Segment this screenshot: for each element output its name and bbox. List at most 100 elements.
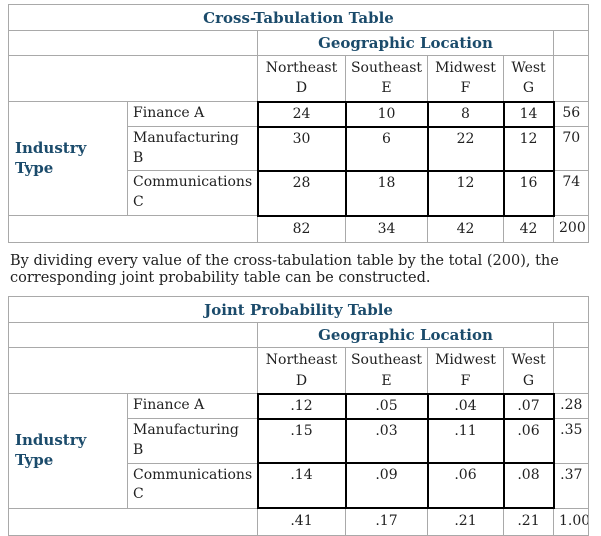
column-group-header: Geographic Location <box>257 30 554 56</box>
spacer-cell <box>552 322 590 349</box>
column-header: West G <box>503 347 554 395</box>
row-total-cell: .37 <box>552 462 590 509</box>
row-total-cell: .35 <box>552 418 590 464</box>
column-total-cell: .21 <box>427 507 504 536</box>
column-header: Southeast E <box>345 347 428 395</box>
data-cell: .06 <box>426 462 505 510</box>
table-row: Northeast D Southeast E Midwest F West G <box>8 54 589 103</box>
column-total-cell: .17 <box>345 507 428 536</box>
column-total-cell: .41 <box>257 507 346 536</box>
row-total-cell: 74 <box>553 170 589 217</box>
data-cell: .14 <box>256 462 347 510</box>
data-cell: .07 <box>502 392 555 420</box>
row-group-header: Industry Type <box>8 101 128 217</box>
data-cell: .11 <box>426 417 505 465</box>
row-label: Manufacturing B <box>127 126 258 172</box>
data-cell: .09 <box>344 462 429 510</box>
data-cell: 10 <box>344 100 429 128</box>
column-total-cell: 82 <box>257 215 346 244</box>
row-label: Communications C <box>127 462 258 509</box>
table-row: Geographic Location <box>8 322 590 349</box>
data-cell: 24 <box>256 100 347 128</box>
table-row: Manufacturing B .15 .03 .11 .06 .35 <box>9 417 590 465</box>
row-label: Finance A <box>127 393 258 420</box>
data-cell: 18 <box>344 169 429 217</box>
data-cell: 14 <box>502 100 555 128</box>
column-header: Northeast D <box>257 347 346 395</box>
row-group-label: Industry Type <box>15 431 87 469</box>
table-row: Cross-Tabulation Table <box>8 4 589 31</box>
column-header: Midwest F <box>427 54 504 103</box>
column-total-cell: 42 <box>503 215 554 244</box>
data-cell: 30 <box>256 125 347 172</box>
column-code: G <box>522 372 535 389</box>
table-row: Industry Type Finance A 24 10 8 14 56 <box>8 100 589 217</box>
column-name: Northeast <box>265 60 338 76</box>
explanatory-note: By dividing every value of the cross-tab… <box>10 253 601 287</box>
column-name: Midwest <box>435 60 496 76</box>
data-cell: 8 <box>426 100 505 128</box>
row-label: Communications C <box>127 170 258 217</box>
table-row: Communications C 28 18 12 16 74 <box>9 169 589 217</box>
grand-total-cell: 1.00 <box>552 507 590 536</box>
table-row: Joint Probability Table <box>7 296 590 324</box>
spacer-cell <box>552 347 590 395</box>
data-cell: .08 <box>502 462 555 510</box>
note-line: corresponding joint probability table ca… <box>10 270 431 287</box>
data-cell: 22 <box>426 125 505 172</box>
cross-tabulation-table: Cross-Tabulation Table Geographic Locati… <box>8 4 589 244</box>
column-name: Southeast <box>350 352 423 369</box>
data-cell: .12 <box>256 392 347 420</box>
joint-probability-table: Joint Probability Table Geographic Locat… <box>7 296 590 536</box>
column-code: D <box>295 80 308 97</box>
table-row: Geographic Location <box>8 30 589 56</box>
data-cell: .06 <box>502 417 555 465</box>
column-header: West G <box>503 54 554 103</box>
spacer-cell <box>8 30 258 56</box>
column-code: D <box>295 372 308 389</box>
column-total-cell: 34 <box>345 215 428 244</box>
row-label: Finance A <box>127 101 258 128</box>
column-name: West <box>511 60 546 76</box>
table-row: Manufacturing B 30 6 22 12 70 <box>9 125 589 172</box>
data-cell: 28 <box>256 169 347 217</box>
column-code: E <box>381 372 392 389</box>
column-code: F <box>460 372 471 389</box>
data-cell: .15 <box>256 417 347 465</box>
row-total-cell: .28 <box>552 393 590 420</box>
spacer-cell <box>8 215 258 244</box>
data-cell: 6 <box>344 125 429 172</box>
column-name: West <box>511 352 546 369</box>
column-name: Midwest <box>435 352 496 369</box>
column-code: E <box>381 80 392 97</box>
row-group-header: Industry Type <box>8 393 128 509</box>
table-row: Industry Type Finance A .12 .05 .04 .07 … <box>8 392 590 509</box>
column-code: G <box>522 80 535 97</box>
column-name: Northeast <box>265 352 338 369</box>
spacer-cell <box>8 54 258 103</box>
table-title: Joint Probability Table <box>7 296 590 324</box>
row-total-cell: 70 <box>553 126 589 172</box>
spacer-cell <box>8 507 258 536</box>
spacer-cell <box>553 54 589 103</box>
spacer-cell <box>553 30 589 56</box>
column-total-cell: 42 <box>427 215 504 244</box>
grand-total-cell: 200 <box>553 215 589 244</box>
column-group-header: Geographic Location <box>257 322 554 349</box>
table-row: .41 .17 .21 .21 1.00 <box>8 507 590 536</box>
data-cell: .04 <box>426 392 505 420</box>
row-total-cell: 56 <box>553 101 589 128</box>
column-header: Midwest F <box>427 347 504 395</box>
column-code: F <box>460 80 471 97</box>
table-row: 82 34 42 42 200 <box>8 215 589 244</box>
data-cell: 16 <box>502 169 555 217</box>
row-label: Manufacturing B <box>127 418 258 464</box>
data-cell: 12 <box>502 125 555 172</box>
spacer-cell <box>8 322 258 349</box>
row-group-label: Industry Type <box>15 139 87 177</box>
spacer-cell <box>8 347 258 395</box>
column-total-cell: .21 <box>503 507 554 536</box>
data-cell: 12 <box>426 169 505 217</box>
table-title: Cross-Tabulation Table <box>8 4 589 31</box>
